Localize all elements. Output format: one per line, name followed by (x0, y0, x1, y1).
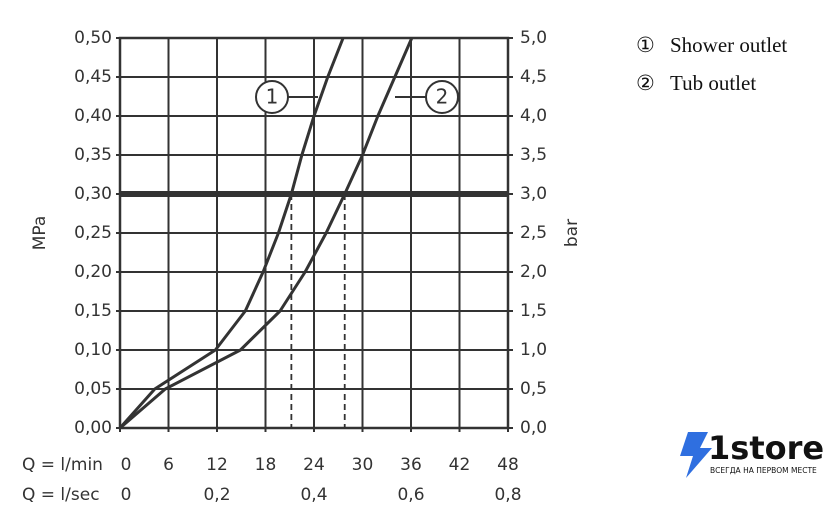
legend-label: Shower outlet (670, 33, 787, 57)
plot-frame (118, 36, 510, 430)
x2-tick-label: 0 (121, 485, 132, 505)
y-tick-label: 0,25 (74, 223, 112, 243)
y2-tick-label: 5,0 (520, 28, 547, 48)
y2-tick-label: 1,5 (520, 301, 547, 321)
y-tick-label: 0,45 (74, 67, 112, 87)
label-circle (255, 80, 289, 114)
y-tick-label: 0,50 (74, 28, 112, 48)
x-axis-label: Q = l/min (22, 455, 103, 475)
x-tick-label: 42 (449, 455, 471, 475)
legend-symbol: ② (636, 71, 655, 95)
y-tick-label: 0,05 (74, 379, 112, 399)
y-tick-label: 0,20 (74, 262, 112, 282)
x-tick-label: 6 (163, 455, 174, 475)
data-line (118, 37, 345, 429)
x2-axis-label: Q = l/sec (22, 485, 100, 505)
legend-label: Tub outlet (670, 71, 756, 95)
series-label: 1 (266, 85, 279, 109)
x-tick-label: 0 (121, 455, 132, 475)
y2-tick-label: 0,0 (520, 418, 547, 438)
y-axis-label: MPa (30, 216, 50, 251)
y2-tick-label: 0,5 (520, 379, 547, 399)
data-line (119, 37, 414, 430)
logo-icon (680, 432, 712, 478)
y2-axis-label: bar (562, 219, 582, 247)
logo-tagline: ВСЕГДА НА ПЕРВОМ МЕСТЕ (710, 466, 817, 475)
x-tick-label: 24 (303, 455, 325, 475)
x-tick-label: 18 (255, 455, 277, 475)
y-tick-label: 0,40 (74, 106, 112, 126)
x-tick-label: 36 (400, 455, 422, 475)
x2-tick-label: 0,6 (397, 485, 424, 505)
y2-tick-label: 3,5 (520, 145, 547, 165)
x-tick-label: 12 (206, 455, 228, 475)
x2-tick-label: 0,4 (300, 485, 327, 505)
y2-tick-label: 2,0 (520, 262, 547, 282)
y2-tick-label: 2,5 (520, 223, 547, 243)
y-tick-label: 0,00 (74, 418, 112, 438)
y-tick-label: 0,35 (74, 145, 112, 165)
y-tick-label: 0,30 (74, 184, 112, 204)
label-circle (425, 80, 459, 114)
y2-tick-label: 1,0 (520, 340, 547, 360)
x-tick-label: 48 (497, 455, 519, 475)
y2-tick-label: 4,0 (520, 106, 547, 126)
logo-name: 1store (708, 429, 824, 467)
x-tick-label: 30 (352, 455, 374, 475)
series-label: 2 (436, 85, 449, 109)
x2-tick-label: 0,2 (203, 485, 230, 505)
legend-symbol: ① (636, 33, 655, 57)
y-tick-label: 0,15 (74, 301, 112, 321)
logo: 1store ВСЕГДА НА ПЕРВОМ МЕСТЕ (680, 429, 824, 478)
y-tick-label: 0,10 (74, 340, 112, 360)
x2-tick-label: 0,8 (494, 485, 521, 505)
y2-tick-label: 3,0 (520, 184, 547, 204)
y2-tick-label: 4,5 (520, 67, 547, 87)
